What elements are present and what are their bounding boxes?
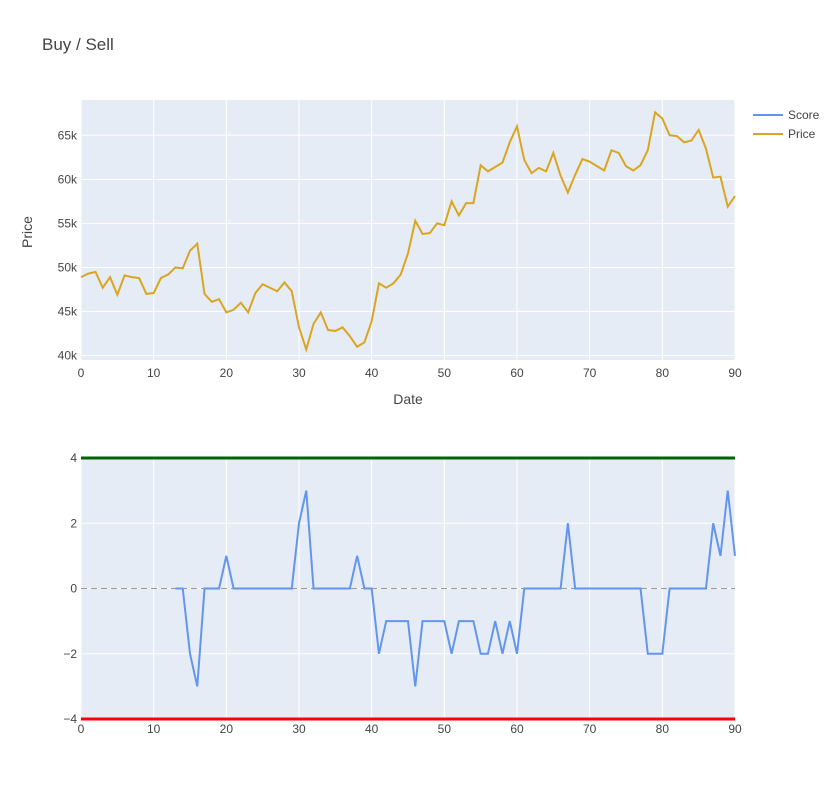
chart-title: Buy / Sell	[42, 35, 114, 54]
score-x-tick-label: 60	[510, 722, 524, 736]
legend: Score Price	[753, 108, 820, 141]
score-y-tick-label: −4	[63, 712, 77, 726]
score-x-tick-label: 90	[728, 722, 742, 736]
score-x-tick-label: 70	[583, 722, 597, 736]
price-x-tick-label: 90	[728, 366, 742, 380]
score-panel: 0 10 20 30 40 50 60 70 80 90 −4 −2 0 2 4	[63, 451, 742, 736]
price-y-tick-label: 55k	[58, 216, 78, 230]
score-x-tick-label: 50	[438, 722, 452, 736]
price-x-tick-label: 30	[292, 366, 306, 380]
score-x-tick-label: 10	[147, 722, 161, 736]
price-y-axis-title: Price	[19, 216, 35, 248]
price-y-tick-label: 45k	[58, 305, 78, 319]
price-y-tick-label: 50k	[58, 260, 78, 274]
price-x-tick-label: 60	[510, 366, 524, 380]
legend-score-label: Score	[788, 108, 820, 122]
score-x-tick-label: 0	[78, 722, 85, 736]
legend-item-price[interactable]: Price	[753, 127, 816, 141]
score-x-ticks: 0 10 20 30 40 50 60 70 80 90	[78, 722, 742, 736]
price-y-tick-label: 60k	[58, 172, 78, 186]
price-x-tick-label: 20	[220, 366, 234, 380]
score-x-tick-label: 40	[365, 722, 379, 736]
price-x-tick-label: 80	[656, 366, 670, 380]
score-y-tick-label: 4	[70, 451, 77, 465]
price-x-tick-label: 50	[438, 366, 452, 380]
price-x-axis-title: Date	[393, 391, 423, 407]
price-plot-area	[81, 100, 735, 360]
score-x-tick-label: 20	[220, 722, 234, 736]
price-x-tick-label: 40	[365, 366, 379, 380]
score-y-tick-label: 0	[70, 582, 77, 596]
score-y-tick-label: −2	[63, 647, 77, 661]
score-x-tick-label: 80	[656, 722, 670, 736]
price-y-tick-label: 40k	[58, 349, 78, 363]
price-x-tick-label: 0	[78, 366, 85, 380]
price-y-ticks: 40k 45k 50k 55k 60k 65k	[58, 128, 78, 362]
legend-price-label: Price	[788, 127, 816, 141]
price-x-ticks: 0 10 20 30 40 50 60 70 80 90	[78, 366, 742, 380]
score-y-ticks: −4 −2 0 2 4	[63, 451, 77, 726]
score-y-tick-label: 2	[70, 516, 77, 530]
price-y-tick-label: 65k	[58, 128, 78, 142]
score-x-tick-label: 30	[292, 722, 306, 736]
price-panel: 0 10 20 30 40 50 60 70 80 90 40k 45k 50k 55k 60k 65k D…	[19, 100, 742, 407]
legend-item-score[interactable]: Score	[753, 108, 820, 122]
price-x-tick-label: 10	[147, 366, 161, 380]
price-x-tick-label: 70	[583, 366, 597, 380]
